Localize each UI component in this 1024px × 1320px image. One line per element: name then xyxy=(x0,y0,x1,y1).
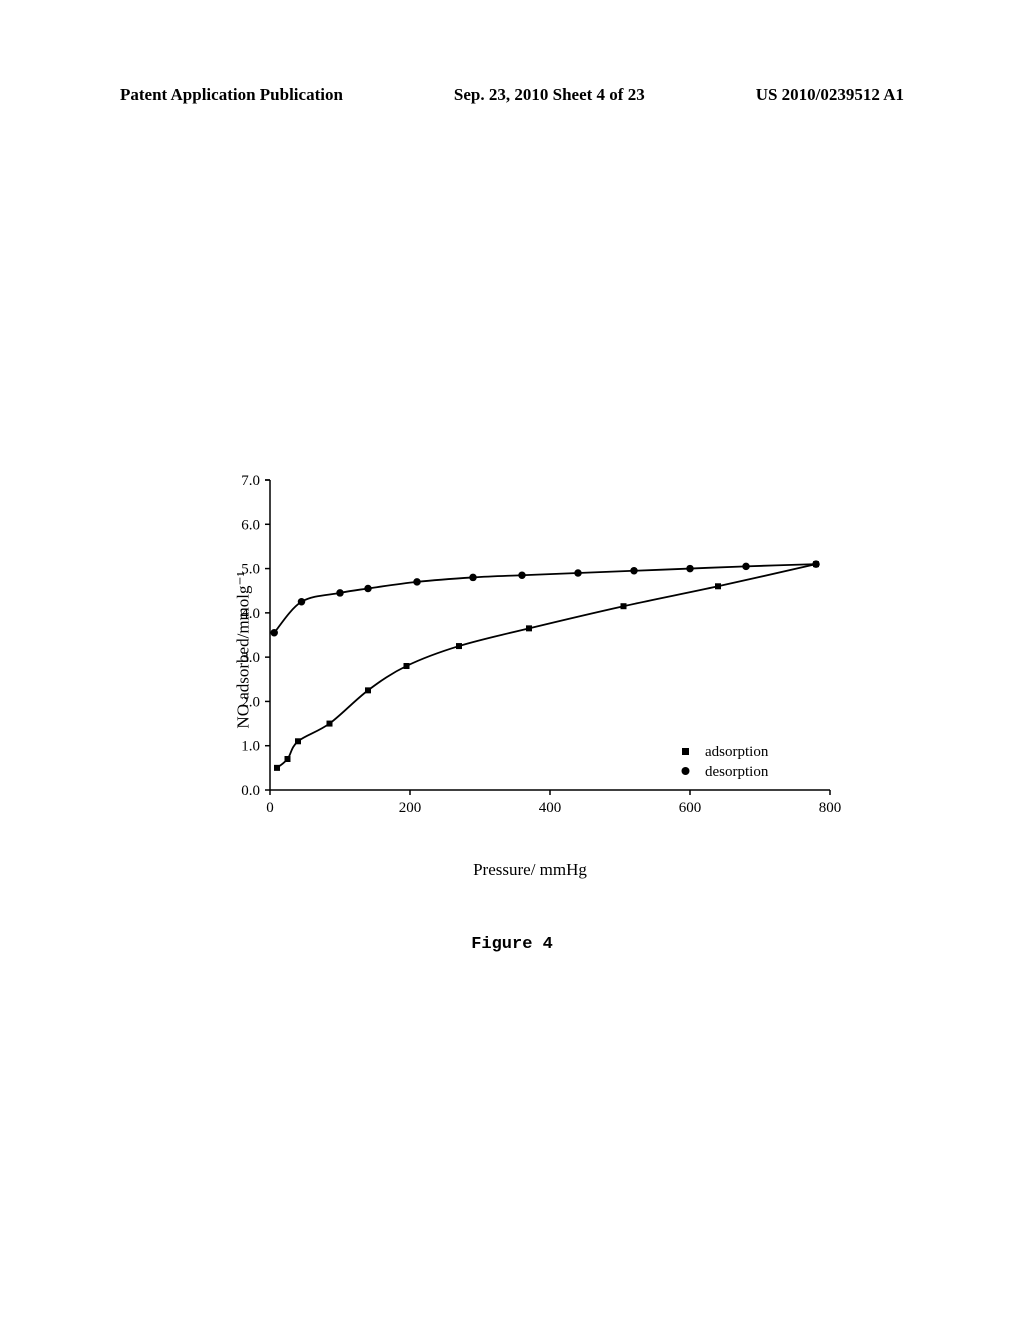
svg-text:600: 600 xyxy=(679,800,702,816)
legend-desorption-label: desorption xyxy=(705,764,769,780)
figure-caption: Figure 4 xyxy=(471,935,553,954)
x-ticks: 0 200 400 600 800 xyxy=(266,790,841,816)
chart-svg: 0.01.02.03.04.05.06.07.0 0200400600800 a… xyxy=(215,470,845,830)
svg-text:200: 200 xyxy=(399,800,422,816)
svg-text:1.0: 1.0 xyxy=(241,739,260,755)
svg-text:400: 400 xyxy=(539,800,562,816)
isotherm-chart: 0.01.02.03.04.05.06.07.0 0200400600800 a… xyxy=(215,470,845,830)
y-axis-label: NO adsorbed/mmolg⁻¹ xyxy=(234,571,254,728)
svg-text:0: 0 xyxy=(266,800,274,816)
legend-adsorption-label: adsorption xyxy=(705,744,769,760)
svg-text:6.0: 6.0 xyxy=(241,517,260,533)
adsorption-curve xyxy=(274,561,819,771)
svg-text:800: 800 xyxy=(819,800,842,816)
legend-circle-icon xyxy=(682,767,690,775)
legend-square-icon xyxy=(682,748,689,755)
svg-text:7.0: 7.0 xyxy=(241,473,260,489)
header-left: Patent Application Publication xyxy=(120,85,343,105)
x-axis-label: Pressure/ mmHg xyxy=(473,860,587,880)
legend: adsorption desorption xyxy=(682,744,769,780)
header-right: US 2010/0239512 A1 xyxy=(756,85,904,105)
svg-text:0.0: 0.0 xyxy=(241,783,260,799)
header-center: Sep. 23, 2010 Sheet 4 of 23 xyxy=(454,85,645,105)
page-header: Patent Application Publication Sep. 23, … xyxy=(0,85,1024,105)
